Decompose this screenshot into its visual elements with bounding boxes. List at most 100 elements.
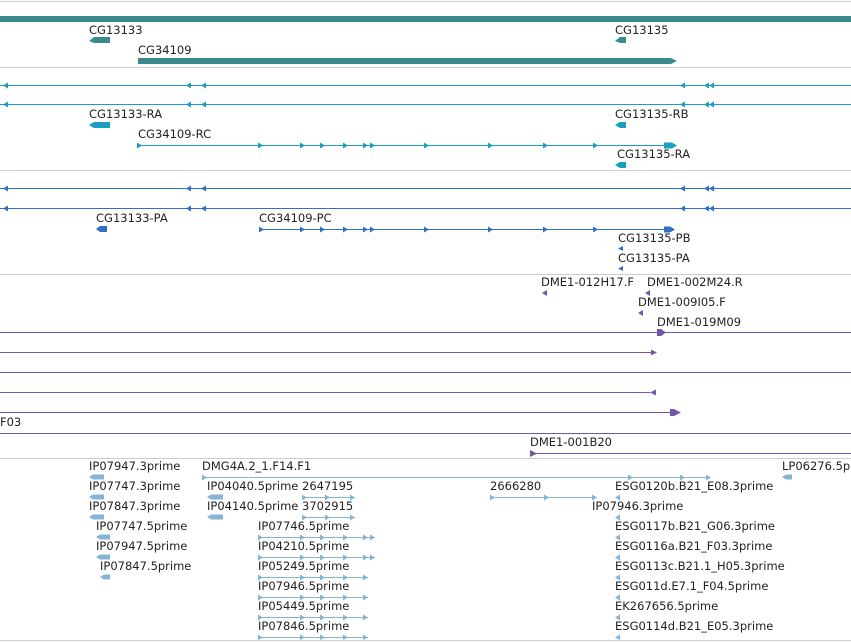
gene-span-bar[interactable]: [0, 16, 851, 22]
transcript-exon-marker: [680, 82, 685, 89]
est-label[interactable]: IP05249.5prime: [258, 559, 349, 573]
est-marker: [370, 534, 375, 541]
est-glyph[interactable]: [615, 534, 620, 541]
est-glyph[interactable]: [615, 574, 620, 581]
clone-marker[interactable]: [638, 310, 643, 316]
est-glyph[interactable]: [615, 494, 620, 501]
transcript-exon-marker: [258, 142, 263, 149]
clone-marker[interactable]: [651, 349, 657, 356]
est-label[interactable]: ESG011d.E7.1_F04.5prime: [615, 579, 768, 593]
protein-cg13135-pb-glyph[interactable]: [618, 246, 623, 251]
transcript-label[interactable]: CG13135-RB: [615, 107, 689, 121]
protein-exon-marker: [543, 226, 548, 233]
gene-cg34109-glyph[interactable]: [138, 58, 677, 64]
est-glyph[interactable]: [89, 494, 104, 500]
est-glyph[interactable]: [100, 574, 110, 580]
clone-marker[interactable]: [657, 329, 666, 336]
clone-marker[interactable]: [670, 409, 681, 416]
transcript-cg13133-ra-glyph[interactable]: [89, 122, 110, 128]
est-label[interactable]: 2647195: [302, 479, 353, 493]
clone-label[interactable]: F03: [0, 415, 21, 429]
est-label[interactable]: IP07747.5prime: [96, 519, 187, 533]
protein-track: [0, 185, 851, 271]
clone-label[interactable]: DME1-019M09: [657, 315, 741, 329]
protein-label[interactable]: CG13135-PA: [618, 251, 690, 265]
protein-exon-marker: [3, 185, 8, 192]
est-label[interactable]: ESG0117b.B21_G06.3prime: [615, 519, 775, 533]
gene-label[interactable]: CG13133: [89, 23, 143, 37]
clone-marker[interactable]: [650, 389, 656, 396]
est-label[interactable]: IP04140.5prime: [207, 499, 298, 513]
est-label[interactable]: LP06276.5p: [782, 459, 850, 473]
transcript-label[interactable]: CG34109-RC: [138, 127, 211, 141]
est-label[interactable]: IP07946.3prime: [592, 499, 683, 513]
est-label[interactable]: DMG4A.2_1.F14.F1: [202, 459, 311, 473]
est-glyph[interactable]: [782, 474, 792, 480]
protein-label[interactable]: CG34109-PC: [259, 211, 332, 225]
est-glyph[interactable]: [615, 614, 620, 621]
transcript-cg13135-ra-glyph[interactable]: [615, 162, 626, 168]
est-label[interactable]: ESG0114d.B21_E05.3prime: [615, 619, 773, 633]
est-marker: [300, 634, 305, 640]
protein-exon-marker: [363, 226, 368, 233]
est-glyph[interactable]: [96, 534, 110, 540]
transcript-exon-marker: [704, 82, 709, 89]
transcript-exon-marker: [709, 101, 714, 108]
est-glyph[interactable]: [207, 494, 223, 500]
gene-label[interactable]: CG34109: [138, 43, 192, 57]
est-marker: [628, 474, 633, 481]
transcript-exon-marker: [201, 101, 206, 108]
est-label[interactable]: EK267656.5prime: [615, 599, 718, 613]
protein-exon-marker: [488, 226, 493, 233]
transcript-exon-marker: [137, 142, 142, 149]
est-label[interactable]: IP07747.3prime: [89, 479, 180, 493]
est-marker: [350, 514, 355, 521]
est-label[interactable]: ESG0113c.B21.1_H05.3prime: [615, 559, 785, 573]
est-glyph[interactable]: [615, 634, 620, 641]
clone-marker[interactable]: [542, 290, 547, 296]
gene-cg13135-glyph[interactable]: [615, 37, 626, 43]
est-glyph[interactable]: [89, 514, 104, 520]
transcript-exon-marker: [704, 101, 709, 108]
clone-label[interactable]: DME1-002M24.R: [647, 275, 743, 289]
est-glyph[interactable]: [96, 554, 110, 560]
est-label[interactable]: IP07947.3prime: [89, 459, 180, 473]
est-marker: [258, 594, 263, 601]
est-glyph[interactable]: [615, 594, 620, 601]
clone-label[interactable]: DME1-012H17.F: [541, 275, 634, 289]
clone-marker[interactable]: [645, 290, 650, 296]
est-marker: [320, 594, 325, 601]
clone-label[interactable]: DME1-001B20: [530, 435, 612, 449]
est-label[interactable]: ESG0120b.B21_E08.3prime: [615, 479, 773, 493]
protein-label[interactable]: CG13135-PB: [618, 231, 691, 245]
est-label[interactable]: IP05449.5prime: [258, 599, 349, 613]
est-label[interactable]: IP07947.5prime: [96, 539, 187, 553]
protein-cg13133-pa-glyph[interactable]: [96, 226, 107, 232]
est-label[interactable]: 2666280: [490, 479, 541, 493]
est-label[interactable]: IP07746.5prime: [258, 519, 349, 533]
protein-label[interactable]: CG13133-PA: [96, 211, 168, 225]
est-label[interactable]: IP07847.5prime: [100, 559, 191, 573]
est-glyph[interactable]: [615, 514, 620, 521]
est-marker: [258, 554, 263, 561]
transcript-label[interactable]: CG13135-RA: [617, 147, 690, 161]
est-label[interactable]: IP07946.5prime: [258, 579, 349, 593]
transcript-exon-marker: [3, 101, 8, 108]
gene-label[interactable]: CG13135: [615, 23, 669, 37]
est-label[interactable]: IP07846.5prime: [258, 619, 349, 633]
gene-cg13133-glyph[interactable]: [89, 37, 110, 43]
est-glyph[interactable]: [89, 474, 104, 480]
est-label[interactable]: ESG0116a.B21_F03.3prime: [615, 539, 772, 553]
transcript-cg13135-rb-glyph[interactable]: [615, 122, 626, 128]
est-glyph[interactable]: [615, 554, 620, 561]
clone-marker[interactable]: [530, 450, 537, 457]
transcript-label[interactable]: CG13133-RA: [89, 107, 162, 121]
est-label[interactable]: IP07847.3prime: [89, 499, 180, 513]
est-label[interactable]: 3702915: [302, 499, 353, 513]
protein-cg13135-pa-glyph[interactable]: [618, 266, 623, 271]
est-label[interactable]: IP04210.5prime: [258, 539, 349, 553]
est-glyph[interactable]: [207, 514, 223, 520]
clone-label[interactable]: DME1-009I05.F: [638, 295, 726, 309]
est-label[interactable]: IP04040.5prime: [207, 479, 298, 493]
est-marker: [302, 494, 307, 501]
